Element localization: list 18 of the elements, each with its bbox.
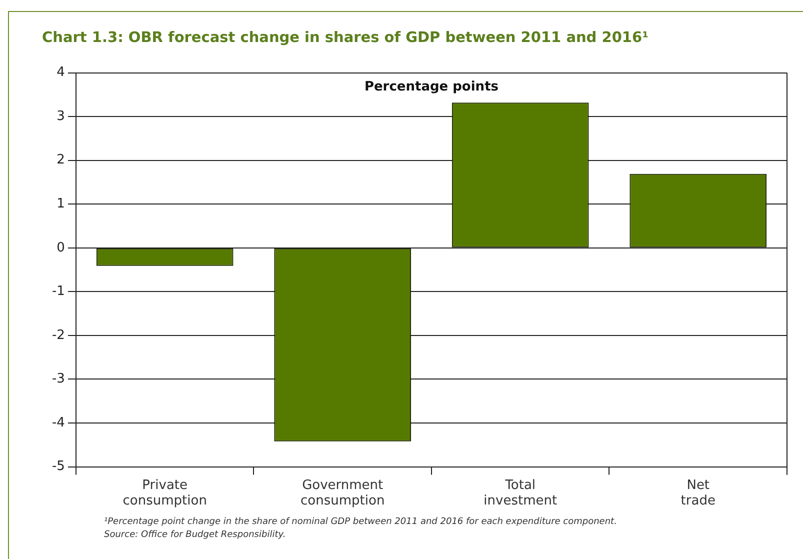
y-tick-label: -5: [52, 459, 65, 474]
text: ¹Percentage point change in the share of nominal GDP between 2011 and 2016 for each expenditure component.: [104, 516, 617, 529]
chart-title: Chart 1.3: OBR forecast change in shares of GDP between 2011 and 2016¹: [42, 30, 648, 46]
y-tick-label: -3: [52, 372, 65, 387]
y-tick-label: 1: [56, 196, 65, 212]
y-tick-label: 3: [56, 108, 65, 124]
y-tick-label: -1: [52, 284, 65, 300]
y-tick-label: -2: [52, 328, 65, 343]
x-tick-label: Total investment: [484, 478, 558, 509]
x-tick-label: Net trade: [680, 478, 716, 509]
x-tick-label: Government consumption: [300, 478, 385, 509]
y-tick-label: -4: [52, 415, 65, 430]
y-tick-label: 0: [56, 240, 65, 256]
x-tick-label: Private consumption: [122, 478, 207, 509]
y-tick-label: 4: [56, 65, 65, 80]
source-note: Source: Office for Budget Responsibility.: [104, 529, 287, 542]
y-tick-label: 2: [56, 152, 65, 168]
text: Percentage points: [364, 80, 499, 95]
